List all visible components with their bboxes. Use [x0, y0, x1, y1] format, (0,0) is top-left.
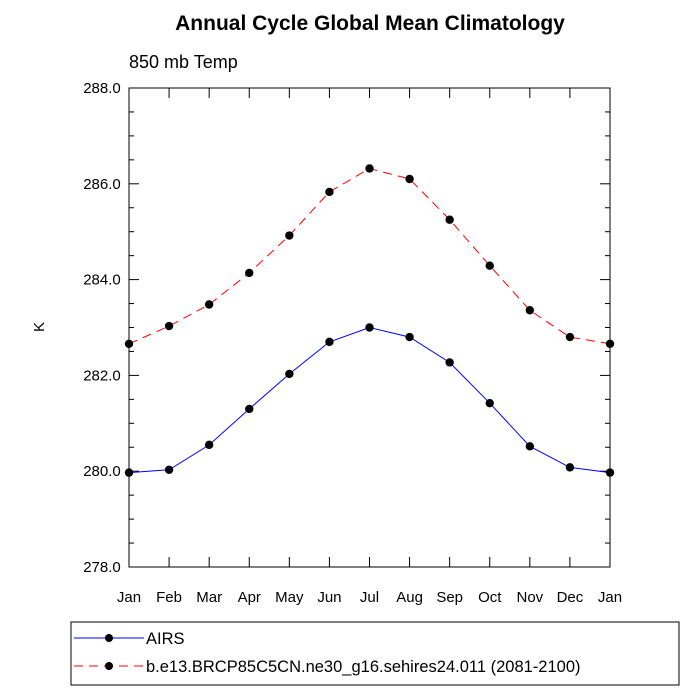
- series-0-point: [525, 442, 535, 451]
- y-tick-label: 284.0: [83, 272, 121, 289]
- legend-box: [70, 621, 680, 686]
- x-tick-label: Aug: [396, 589, 423, 606]
- series-1-point: [204, 300, 214, 309]
- legend-marker-airs: [105, 634, 113, 642]
- x-tick-label: Oct: [478, 589, 502, 606]
- series-1-point: [285, 231, 294, 240]
- x-tick-label: Jan: [117, 589, 141, 606]
- series-0-point: [245, 404, 254, 414]
- series-1-point: [445, 215, 454, 224]
- series-0-point: [124, 468, 134, 477]
- y-tick-label: 288.0: [83, 80, 121, 97]
- series-1-point: [245, 268, 254, 278]
- y-tick-label: 280.0: [83, 463, 121, 480]
- series-1-point: [485, 261, 494, 270]
- series-1-point: [164, 321, 174, 331]
- series-line-1: [128, 167, 611, 345]
- series-0-point: [605, 468, 615, 477]
- y-tick-labels: 278.0 280.0 282.0 284.0 286.0 288.0: [83, 80, 121, 576]
- chart-subtitle: 850 mb Temp: [129, 52, 238, 72]
- x-tick-label: May: [275, 589, 304, 606]
- legend: AIRS b.e13.BRCP85C5CN.ne30_g16.sehires24…: [70, 621, 680, 686]
- series-1-point: [365, 164, 374, 173]
- x-tick-label: Sep: [436, 589, 463, 606]
- x-tick-label: Dec: [557, 589, 584, 606]
- y-tick-label: 282.0: [83, 367, 121, 384]
- series-0-point: [325, 337, 334, 347]
- x-tick-label: Apr: [238, 589, 261, 606]
- series-1-point: [565, 332, 575, 342]
- x-tick-label: Jul: [360, 589, 379, 606]
- series-1-point: [525, 306, 535, 315]
- series-1-point: [325, 187, 334, 197]
- series-0-point: [164, 465, 174, 474]
- series-0-point: [565, 463, 575, 472]
- y-tick-label: 286.0: [83, 176, 121, 193]
- series-1-point: [124, 339, 134, 348]
- legend-marker-model: [105, 662, 113, 670]
- y-tick-label: 278.0: [83, 559, 121, 576]
- x-tick-label: Mar: [196, 589, 222, 606]
- x-tick-label: Jun: [317, 589, 341, 606]
- x-tick-label: Jan: [598, 589, 622, 606]
- x-tick-labels: Jan Feb Mar Apr May Jun Jul Aug Sep Oct Nov Dec Jan: [117, 589, 622, 606]
- series-0-point: [445, 358, 454, 367]
- series-0-point: [365, 323, 374, 332]
- x-tick-label: Nov: [516, 589, 543, 606]
- series-line-0: [128, 326, 611, 474]
- series-0-point: [204, 440, 214, 450]
- legend-label-model: b.e13.BRCP85C5CN.ne30_g16.sehires24.011 …: [146, 658, 581, 676]
- y-axis-label: K: [31, 322, 48, 332]
- x-tick-label: Feb: [156, 589, 182, 606]
- series-1-point: [405, 174, 414, 184]
- chart-title: Annual Cycle Global Mean Climatology: [175, 12, 565, 35]
- legend-label-airs: AIRS: [146, 630, 185, 648]
- series-0-point: [485, 398, 494, 408]
- series-0-point: [405, 332, 414, 342]
- series-layer: [124, 164, 615, 477]
- series-1-point: [605, 339, 615, 348]
- series-0-point: [285, 369, 294, 379]
